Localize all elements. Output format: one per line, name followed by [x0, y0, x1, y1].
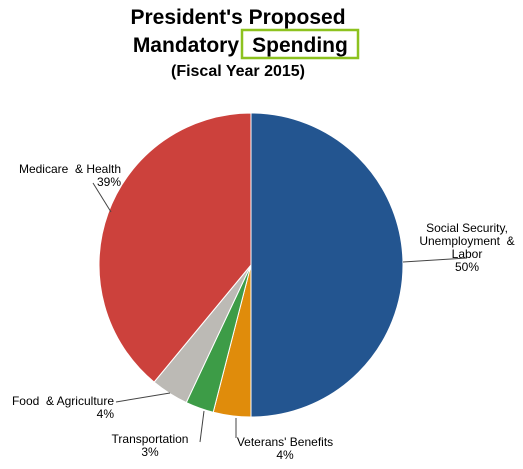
slice-value-label: 3% — [141, 445, 159, 459]
slice-name-label: Food & Agriculture — [12, 394, 114, 408]
title-line-1: President's Proposed — [130, 6, 345, 29]
slice-value-label: 4% — [276, 448, 294, 462]
slice-label: Medicare & Health 39% — [19, 162, 121, 189]
slice-value-label: 50% — [455, 260, 479, 274]
leader-line — [115, 392, 171, 403]
slice-name-label: Unemployment & — [419, 234, 514, 248]
pie-slices — [98, 112, 404, 418]
slice-label: Veterans' Benefits 4% — [237, 435, 333, 462]
slice-name-label: Social Security, — [426, 221, 508, 235]
pie-leader-lines — [92, 182, 468, 443]
chart-title: President's Proposed Mandatory Spending … — [130, 6, 360, 80]
pie-slice — [98, 112, 252, 383]
title-highlight-box — [240, 28, 360, 60]
title-line-2-highlight: Spending — [252, 34, 348, 57]
title-line-2-prefix: Mandatory — [133, 34, 240, 57]
slice-name-label: Veterans' Benefits — [237, 435, 333, 449]
slice-name-label: Transportation — [112, 432, 189, 446]
slice-label: Social Security, Unemployment & Labor 50% — [419, 221, 514, 274]
slice-label: Transportation 3% — [112, 432, 189, 459]
leader-line — [402, 257, 468, 263]
slice-name-label: Labor — [452, 247, 483, 261]
chart-subtitle: (Fiscal Year 2015) — [171, 63, 305, 80]
pie-slice — [250, 112, 404, 418]
leader-line — [199, 410, 205, 443]
pie-labels: Social Security, Unemployment & Labor 50% Ve… — [12, 162, 515, 462]
slice-value-label: 4% — [97, 407, 115, 421]
slice-name-label: Medicare & Health — [19, 162, 121, 176]
leader-line — [92, 182, 112, 213]
slice-label: Food & Agriculture 4% — [12, 394, 114, 421]
slice-value-label: 39% — [97, 175, 121, 189]
